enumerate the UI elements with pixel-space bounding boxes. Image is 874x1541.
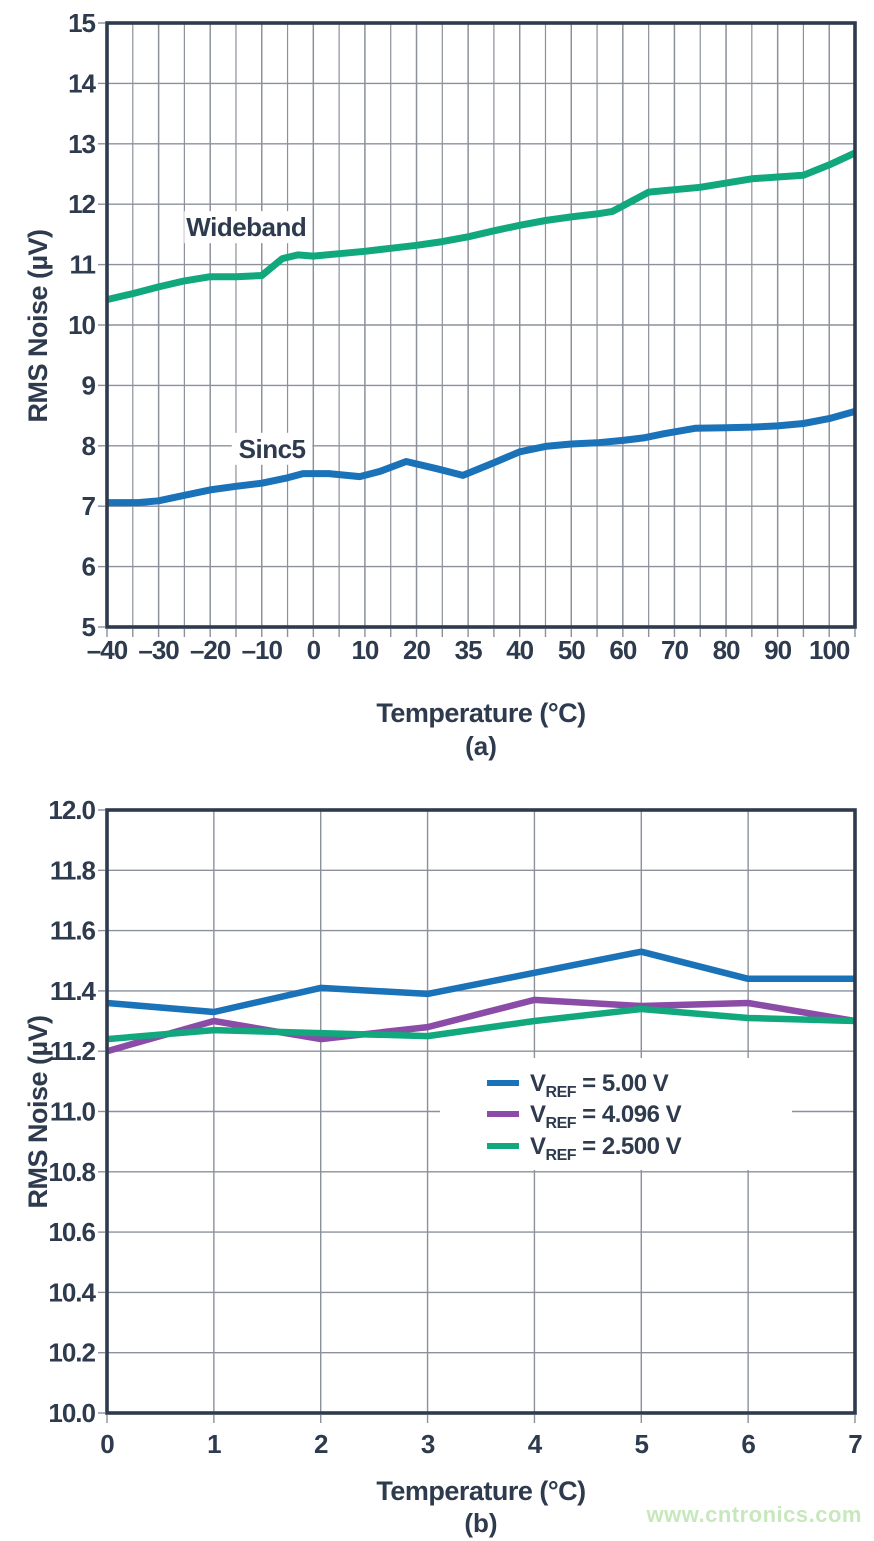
y-tick-label: 11 bbox=[70, 250, 96, 280]
series-annotation: Wideband bbox=[186, 212, 306, 242]
x-tick-label: 3 bbox=[421, 1429, 435, 1459]
chart-b-y-axis-title: RMS Noise (µV) bbox=[23, 1015, 53, 1209]
x-tick-label: –10 bbox=[242, 635, 283, 665]
y-tick-label: 12.0 bbox=[48, 795, 95, 825]
series-line-green bbox=[106, 149, 857, 304]
x-tick-label: 50 bbox=[558, 635, 585, 665]
y-tick-label: 11.8 bbox=[50, 855, 96, 885]
x-tick-label: –40 bbox=[87, 635, 128, 665]
series-line-green bbox=[106, 1005, 856, 1043]
y-tick-label: 10.8 bbox=[48, 1157, 95, 1187]
y-tick-label: 8 bbox=[82, 431, 96, 461]
x-tick-label: 60 bbox=[609, 635, 636, 665]
x-tick-label: 40 bbox=[506, 635, 533, 665]
annotations: Wideband Sinc5 bbox=[184, 211, 313, 465]
chart-a-y-axis-title: RMS Noise (µV) bbox=[23, 229, 53, 423]
x-tick-label: 90 bbox=[764, 635, 791, 665]
plot-border bbox=[98, 808, 857, 1423]
x-tick-label: 70 bbox=[661, 635, 688, 665]
x-tick-label: 6 bbox=[741, 1429, 755, 1459]
x-tick-label: 20 bbox=[403, 635, 430, 665]
series-line-blue bbox=[106, 948, 855, 1016]
y-tick-label: 10 bbox=[68, 310, 95, 340]
y-tick-label: 10.0 bbox=[48, 1398, 95, 1428]
y-tick-label: 12 bbox=[68, 189, 95, 219]
x-tick-label: 35 bbox=[455, 635, 482, 665]
y-tick-label: 10.6 bbox=[48, 1217, 95, 1247]
chart-a-plot: Wideband Sinc5 –40 –30 –20 –10 0 10 20 35 40 50 60 70… bbox=[68, 8, 857, 665]
x-tick-label: 100 bbox=[809, 635, 850, 665]
tick-labels: –40 –30 –20 –10 0 10 20 35 40 50 60 70 80 90 100 15 14 13… bbox=[68, 8, 851, 665]
y-tick-label: 13 bbox=[68, 129, 95, 159]
y-tick-label: 11.6 bbox=[50, 916, 96, 946]
x-tick-label: 5 bbox=[635, 1429, 649, 1459]
x-tick-label: 0 bbox=[307, 635, 321, 665]
y-tick-label: 9 bbox=[82, 370, 96, 400]
x-tick-label: 4 bbox=[528, 1429, 543, 1459]
gridlines bbox=[107, 810, 855, 1413]
data-series bbox=[106, 948, 856, 1055]
y-tick-label: 10.4 bbox=[48, 1277, 96, 1307]
legend-label: VREF = 2.500 V bbox=[530, 1133, 682, 1164]
legend-label: VREF = 4.096 V bbox=[530, 1101, 682, 1132]
tick-labels: 0 1 2 3 4 5 6 7 12.0 11.8 11.6 11.4 11.2 11.0 10.8 10.6… bbox=[48, 795, 863, 1459]
data-series bbox=[106, 149, 857, 507]
chart-b-x-axis-title: Temperature (°C) bbox=[376, 1476, 586, 1506]
x-tick-label: 10 bbox=[351, 635, 378, 665]
x-tick-label: 7 bbox=[848, 1429, 862, 1459]
watermark-text: www.cntronics.com bbox=[646, 1502, 862, 1527]
x-tick-label: 0 bbox=[100, 1429, 114, 1459]
x-tick-label: –30 bbox=[138, 635, 179, 665]
y-tick-label: 15 bbox=[68, 8, 95, 38]
x-tick-label: 1 bbox=[207, 1429, 221, 1459]
x-tick-label: 80 bbox=[713, 635, 740, 665]
y-tick-label: 5 bbox=[82, 612, 96, 642]
legend-label: VREF = 5.00 V bbox=[530, 1070, 669, 1101]
chart-a-sublabel: (a) bbox=[465, 731, 497, 761]
series-annotation: Sinc5 bbox=[239, 434, 306, 464]
y-tick-label: 7 bbox=[82, 491, 96, 521]
x-tick-label: 2 bbox=[314, 1429, 328, 1459]
chart-a-x-axis-title: Temperature (°C) bbox=[376, 698, 586, 728]
series-line-blue bbox=[107, 408, 856, 507]
series-line-purple bbox=[106, 996, 856, 1055]
plot-border bbox=[98, 21, 857, 637]
y-tick-label: 6 bbox=[82, 552, 96, 582]
y-tick-label: 11.4 bbox=[50, 976, 97, 1006]
chart-b-sublabel: (b) bbox=[464, 1508, 498, 1538]
y-tick-label: 10.2 bbox=[48, 1338, 95, 1368]
gridlines bbox=[107, 23, 855, 627]
y-tick-label: 14 bbox=[68, 68, 96, 98]
x-tick-label: –20 bbox=[190, 635, 231, 665]
y-tick-label: 11.0 bbox=[50, 1097, 96, 1127]
y-tick-label: 11.2 bbox=[50, 1036, 96, 1066]
